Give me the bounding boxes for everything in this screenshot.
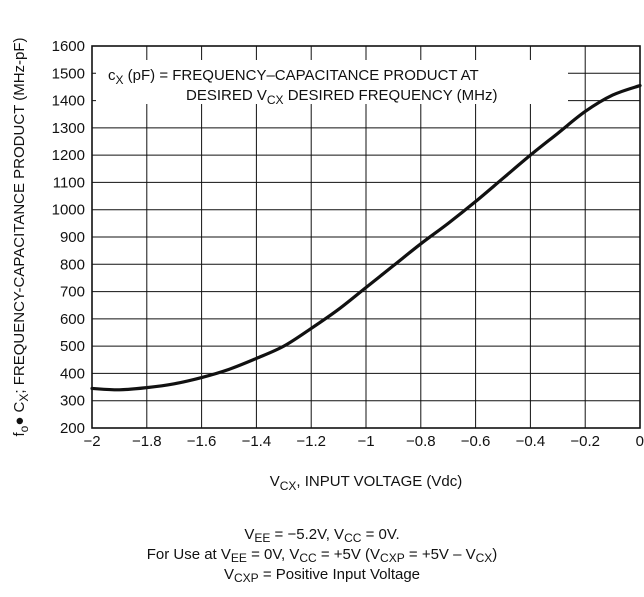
x-tick-label: −1.2: [296, 433, 326, 450]
x-tick-label: −0.6: [461, 433, 491, 450]
y-tick-label: 1600: [52, 38, 85, 55]
y-axis-label: fo● CX; FREQUENCY-CAPACITANCE PRODUCT (M…: [11, 37, 31, 436]
y-tick-label: 800: [60, 256, 85, 273]
y-tick-label: 300: [60, 393, 85, 410]
footnote-line-3: VCXP = Positive Input Voltage: [223, 566, 421, 585]
x-axis-label: VCX, INPUT VOLTAGE (Vdc): [270, 473, 463, 493]
annotation-line-2: DESIRED VCX DESIRED FREQUENCY (MHz): [186, 87, 497, 107]
y-tick-labels: 200 300 400 500 600 700 800 900 1000 1100 1200 1300…: [52, 38, 85, 437]
annotation-line-1: cX (pF) = FREQUENCY–CAPACITANCE PRODUCT …: [108, 67, 479, 87]
x-tick-label: −0.8: [406, 433, 436, 450]
y-tick-label: 500: [60, 338, 85, 355]
x-tick-label: 0: [636, 433, 644, 450]
y-tick-label: 400: [60, 365, 85, 382]
x-tick-label: −1: [357, 433, 374, 450]
y-tick-label: 700: [60, 284, 85, 301]
x-tick-label: −0.4: [516, 433, 546, 450]
annotation-box: [96, 60, 568, 104]
y-tick-label: 1300: [52, 120, 85, 137]
y-tick-label: 1200: [52, 147, 85, 164]
x-tick-label: −1.8: [132, 433, 162, 450]
footnote-line-1: VEE = −5.2V, VCC = 0V.: [244, 526, 400, 545]
y-tick-label: 600: [60, 311, 85, 328]
x-tick-label: −1.6: [187, 433, 217, 450]
y-tick-label: 200: [60, 420, 85, 437]
plot-frame: [91, 45, 641, 429]
x-tick-label: −1.4: [242, 433, 272, 450]
y-tick-label: 1500: [52, 65, 85, 82]
footnote-line-2: For Use at VEE = 0V, VCC = +5V (VCXP = +…: [146, 546, 498, 565]
x-tick-label: −2: [83, 433, 100, 450]
series-line: [90, 83, 642, 392]
y-tick-label: 1000: [52, 202, 85, 219]
x-tick-labels: −2 −1.8 −1.6 −1.4 −1.2 −1 −0.8 −0.6 −0.4 −0.2 0: [83, 433, 644, 450]
x-tick-label: −0.2: [570, 433, 600, 450]
y-tick-label: 1100: [53, 174, 85, 191]
y-tick-label: 900: [60, 229, 85, 246]
chart: 200 300 400 500 600 700 800 900 1000 1100 1200 1300…: [11, 37, 644, 493]
y-tick-label: 1400: [52, 93, 85, 110]
